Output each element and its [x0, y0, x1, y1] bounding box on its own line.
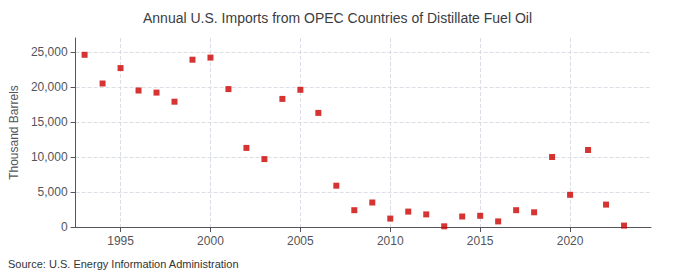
svg-text:25,000: 25,000: [31, 45, 68, 59]
svg-text:2000: 2000: [197, 234, 224, 248]
svg-text:Thousand Barrels: Thousand Barrels: [7, 85, 21, 180]
svg-text:2010: 2010: [377, 234, 404, 248]
svg-text:0: 0: [61, 220, 68, 234]
svg-text:10,000: 10,000: [31, 150, 68, 164]
svg-text:20,000: 20,000: [31, 80, 68, 94]
svg-text:Annual U.S. Imports from OPEC: Annual U.S. Imports from OPEC Countries …: [143, 10, 532, 26]
svg-text:1995: 1995: [107, 234, 134, 248]
svg-text:Source: U.S. Energy Informatio: Source: U.S. Energy Information Administ…: [8, 258, 239, 270]
svg-text:2005: 2005: [287, 234, 314, 248]
svg-text:2015: 2015: [467, 234, 494, 248]
svg-text:5,000: 5,000: [38, 185, 68, 199]
svg-text:2020: 2020: [557, 234, 584, 248]
svg-text:15,000: 15,000: [31, 115, 68, 129]
